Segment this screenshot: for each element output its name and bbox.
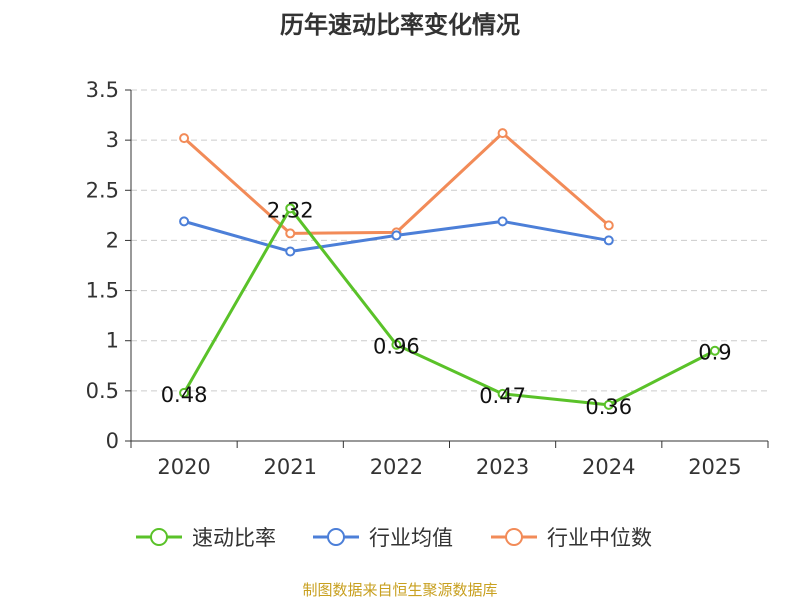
y-tick-label: 2 [106, 228, 119, 252]
y-tick-label: 2.5 [86, 178, 119, 202]
x-tick-label: 2020 [157, 455, 210, 479]
legend-item[interactable]: 速动比率 [136, 526, 276, 550]
data-labels: 0.48 2.32 0.96 0.47 0.36 0.9 [161, 198, 732, 419]
data-point[interactable] [391, 230, 402, 241]
data-source-note: 制图数据来自恒生聚源数据库 [302, 581, 497, 599]
data-label: 0.47 [479, 384, 526, 408]
y-tick-label: 1 [106, 329, 119, 353]
axes: 0 0.5 1 1.5 2 2.5 3 3.5 2020 2021 2022 2023 2024 2025 [86, 78, 769, 479]
legend-marker-icon [150, 528, 168, 546]
data-point[interactable] [179, 387, 190, 398]
data-label: 0.36 [585, 395, 632, 419]
data-point[interactable] [285, 203, 296, 214]
y-tick-label: 1.5 [86, 279, 119, 303]
legend[interactable]: 速动比率 行业均值 行业中位数 [136, 526, 652, 550]
series-1 [179, 203, 720, 410]
x-tick-label: 2025 [688, 455, 741, 479]
x-tick-label: 2021 [264, 455, 317, 479]
legend-label: 行业均值 [369, 526, 453, 550]
x-tick-label: 2024 [582, 455, 635, 479]
data-point[interactable] [603, 220, 614, 231]
legend-marker-icon [327, 528, 345, 546]
data-point[interactable] [179, 133, 190, 144]
x-tick-label: 2023 [476, 455, 529, 479]
data-point[interactable] [497, 128, 508, 139]
series-line [183, 131, 610, 235]
data-label: 0.9 [698, 341, 731, 365]
y-tick-label: 3.5 [86, 78, 119, 102]
y-tick-label: 0.5 [86, 379, 119, 403]
y-tick-label: 0 [106, 429, 119, 453]
data-label: 0.48 [161, 383, 208, 407]
series-2 [179, 216, 614, 257]
grid [131, 89, 768, 392]
data-label: 2.32 [267, 198, 314, 222]
data-point[interactable] [497, 216, 508, 227]
data-point[interactable] [603, 235, 614, 246]
data-point[interactable] [179, 216, 190, 227]
data-point[interactable] [497, 388, 508, 399]
y-tick-label: 3 [106, 128, 119, 152]
series [179, 128, 720, 410]
data-point[interactable] [603, 399, 614, 410]
data-point[interactable] [709, 345, 720, 356]
legend-label: 行业中位数 [547, 526, 652, 550]
data-label: 0.96 [373, 335, 420, 359]
legend-label: 速动比率 [192, 526, 276, 550]
legend-item[interactable]: 行业均值 [313, 526, 453, 550]
x-tick-label: 2022 [370, 455, 423, 479]
legend-marker-icon [505, 528, 523, 546]
series-3 [179, 128, 614, 239]
data-point[interactable] [285, 228, 296, 239]
data-point[interactable] [285, 246, 296, 257]
chart-title: 历年速动比率变化情况 [280, 11, 520, 39]
series-line [182, 206, 716, 407]
data-point[interactable] [391, 339, 402, 350]
legend-item[interactable]: 行业中位数 [491, 526, 652, 550]
